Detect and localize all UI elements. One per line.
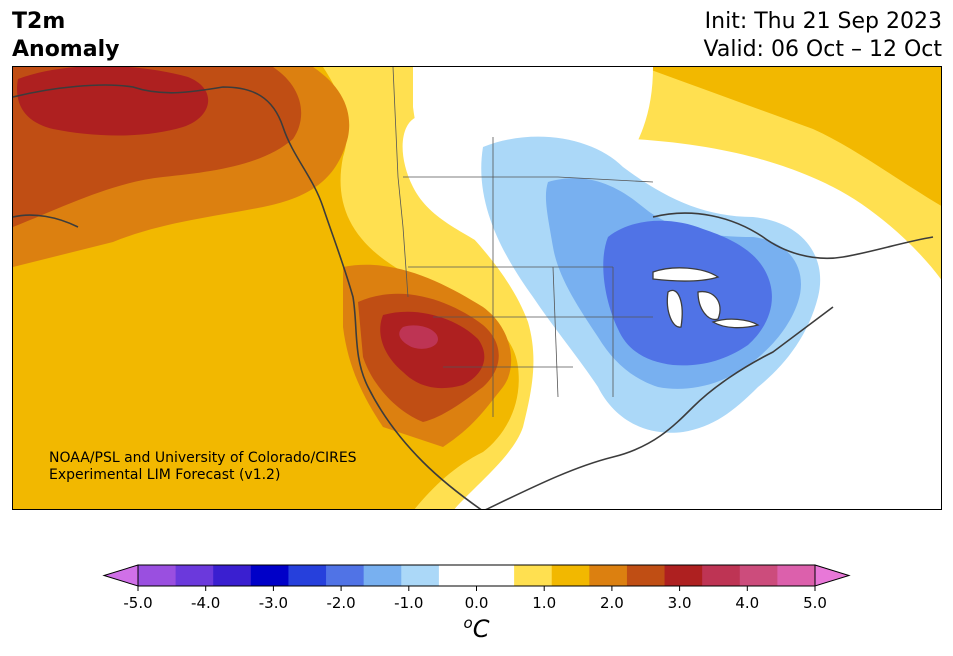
colorbar-tick-label: -5.0	[123, 594, 152, 612]
colorbar-tick-label: 4.0	[735, 594, 759, 612]
colorbar-tick-label: -3.0	[259, 594, 288, 612]
colorbar-tick-label: 0.0	[465, 594, 489, 612]
colorbar-swatch	[363, 565, 402, 586]
colorbar-swatches	[102, 564, 851, 587]
anomaly-map	[12, 66, 942, 510]
state-borders	[392, 67, 654, 417]
colorbar-under-arrow	[102, 564, 139, 587]
colorbar-swatch	[438, 565, 477, 586]
title-line-2: Anomaly	[12, 37, 120, 62]
colorbar-swatch	[401, 565, 440, 586]
colorbar-unit: oC	[0, 614, 953, 643]
colorbar-swatch	[664, 565, 703, 586]
credit-line-2: Experimental LIM Forecast (v1.2)	[49, 467, 281, 483]
colorbar-tick-label: 5.0	[803, 594, 827, 612]
valid-range: Valid: 06 Oct – 12 Oct	[703, 37, 942, 62]
forecast-dates: Init: Thu 21 Sep 2023 Valid: 06 Oct – 12…	[704, 8, 942, 64]
colorbar-swatch	[702, 565, 741, 586]
colorbar-tick-label: -1.0	[394, 594, 423, 612]
credit-line-1: NOAA/PSL and University of Colorado/CIRE…	[49, 450, 357, 466]
colorbar-tick-label: -4.0	[191, 594, 220, 612]
map-canvas	[13, 67, 941, 509]
colorbar-swatch	[213, 565, 252, 586]
colorbar-swatch	[514, 565, 553, 586]
colorbar-ticks: -5.0 -4.0 -3.0 -2.0 -1.0 0.0 1.0 2.0 3.0 4.0 5.0	[123, 586, 827, 612]
anomaly-region-minus-3	[603, 220, 772, 366]
title-line-1: T2m	[12, 9, 66, 34]
colorbar-swatch	[250, 565, 289, 586]
anomaly-region-plus-5	[17, 67, 485, 389]
anomaly-region-plus-4	[13, 67, 499, 422]
colorbar-swatch	[777, 565, 816, 586]
colorbar-swatch	[288, 565, 327, 586]
credit-text: NOAA/PSL and University of Colorado/CIRE…	[49, 450, 357, 484]
anomaly-region-plus-2b	[653, 67, 941, 107]
colorbar-swatch	[739, 565, 778, 586]
colorbar-swatch	[138, 565, 177, 586]
colorbar-over-arrow	[814, 564, 851, 587]
colorbar-tick-label: 1.0	[532, 594, 556, 612]
map-title: T2m Anomaly	[12, 8, 119, 64]
colorbar: -5.0 -4.0 -3.0 -2.0 -1.0 0.0 1.0 2.0 3.0 4.0 5.0	[102, 564, 851, 612]
colorbar-swatch	[326, 565, 365, 586]
colorbar-tick-label: 3.0	[668, 594, 692, 612]
colorbar-swatch	[626, 565, 666, 586]
colorbar-tick-label: -2.0	[326, 594, 355, 612]
unit-degree: o	[463, 614, 473, 632]
colorbar-swatch	[551, 565, 590, 586]
colorbar-swatch	[175, 565, 214, 586]
colorbar-swatch	[476, 565, 515, 586]
unit-base: C	[472, 615, 490, 643]
anomaly-region-plus-6	[399, 325, 438, 349]
colorbar-swatch	[589, 565, 628, 586]
great-lakes	[652, 267, 760, 329]
colorbar-tick-label: 2.0	[600, 594, 624, 612]
coastlines	[13, 84, 934, 509]
init-date: Init: Thu 21 Sep 2023	[704, 9, 942, 34]
